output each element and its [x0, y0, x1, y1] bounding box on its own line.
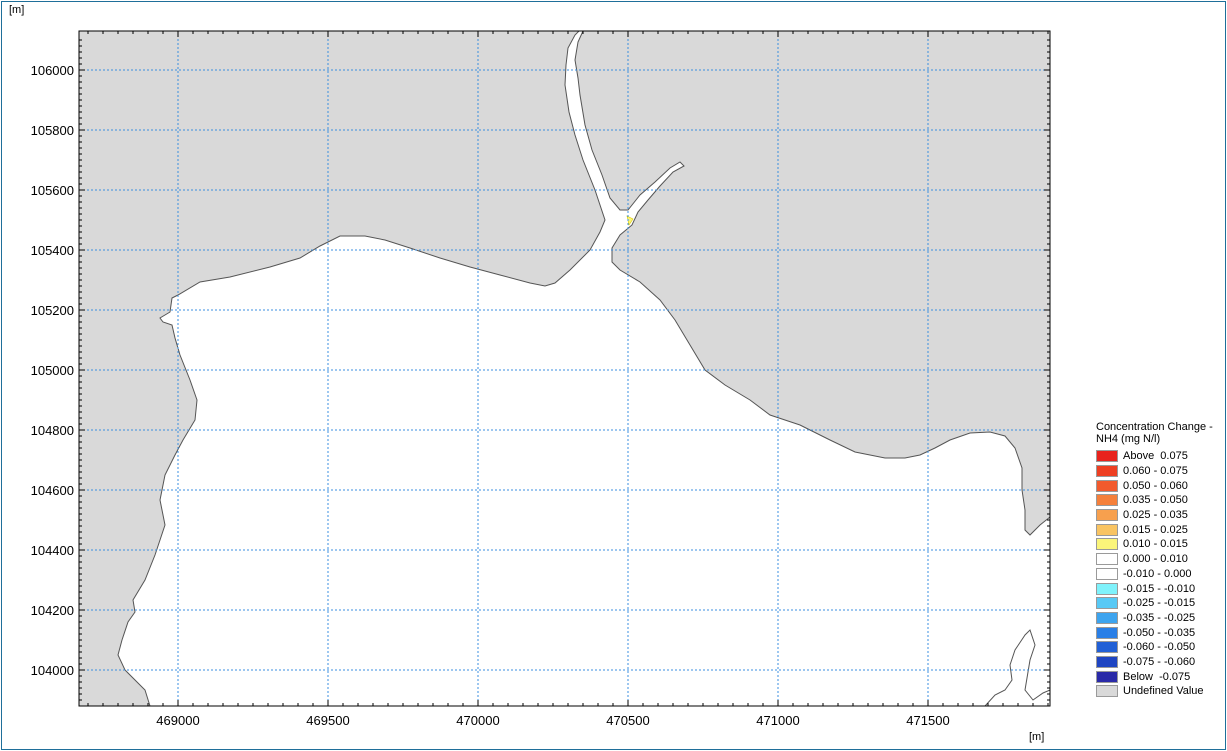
y-tick-105200: 105200: [31, 303, 74, 318]
legend-label: 0.010 - 0.015: [1123, 538, 1188, 551]
legend-swatch: [1096, 597, 1118, 610]
legend-label: 0.050 - 0.060: [1123, 479, 1188, 492]
y-tick-105400: 105400: [31, 243, 74, 258]
x-tick-470500: 470500: [606, 713, 649, 728]
y-tick-106000: 106000: [31, 63, 74, 78]
legend-swatch: [1096, 479, 1118, 492]
legend-label: -0.025 - -0.015: [1123, 597, 1196, 610]
legend-item: -0.035 - -0.025: [1096, 611, 1226, 626]
y-unit-label: [m]: [9, 4, 25, 16]
legend-label: -0.010 - 0.000: [1123, 567, 1192, 580]
y-tick-105600: 105600: [31, 183, 74, 198]
grid-lines: [79, 31, 1050, 706]
legend-item: Undefined Value: [1096, 684, 1226, 699]
legend-label: Above 0.075: [1123, 450, 1188, 463]
legend-label: Below -0.075: [1123, 670, 1191, 683]
legend-swatch: [1096, 582, 1118, 595]
legend-swatch: [1096, 567, 1118, 580]
legend-swatch: [1096, 655, 1118, 668]
legend-swatch: [1096, 450, 1118, 463]
axis-minor-ticks: [79, 31, 1050, 707]
y-tick-104400: 104400: [31, 543, 74, 558]
x-tick-470000: 470000: [456, 713, 499, 728]
legend-swatch: [1096, 553, 1118, 566]
legend-label: 0.000 - 0.010: [1123, 553, 1188, 566]
legend-item: 0.035 - 0.050: [1096, 493, 1226, 508]
legend-label: Undefined Value: [1123, 685, 1204, 698]
legend-swatch: [1096, 685, 1118, 698]
legend-swatch: [1096, 626, 1118, 639]
legend-label: 0.025 - 0.035: [1123, 509, 1188, 522]
legend-item: 0.000 - 0.010: [1096, 552, 1226, 567]
legend-item: 0.010 - 0.015: [1096, 537, 1226, 552]
legend-label: -0.060 - -0.050: [1123, 641, 1196, 654]
y-tick-104000: 104000: [31, 663, 74, 678]
x-unit-label: [m]: [1029, 731, 1045, 743]
legend-item: -0.050 - -0.035: [1096, 625, 1226, 640]
x-tick-471000: 471000: [756, 713, 799, 728]
legend-swatch: [1096, 538, 1118, 551]
legend-swatch: [1096, 465, 1118, 478]
y-tick-105000: 105000: [31, 363, 74, 378]
x-tick-469000: 469000: [156, 713, 199, 728]
water-body: [117, 30, 1051, 707]
legend-swatch: [1096, 611, 1118, 624]
y-tick-105800: 105800: [31, 123, 74, 138]
legend-item: Below -0.075: [1096, 669, 1226, 684]
legend-swatch: [1096, 670, 1118, 683]
legend-label: 0.035 - 0.050: [1123, 494, 1188, 507]
legend-label: -0.050 - -0.035: [1123, 626, 1196, 639]
legend-label: -0.035 - -0.025: [1123, 611, 1196, 624]
legend-swatch: [1096, 523, 1118, 536]
legend-swatch: [1096, 641, 1118, 654]
x-tick-labels: 469000 469500 470000 470500 471000 47150…: [156, 713, 949, 728]
legend-item: 0.060 - 0.075: [1096, 464, 1226, 479]
legend-item: -0.075 - -0.060: [1096, 655, 1226, 670]
y-tick-labels: 106000 105800 105600 105400 105200 10500…: [31, 63, 74, 678]
plot-border: [78, 30, 1051, 707]
y-tick-104200: 104200: [31, 603, 74, 618]
legend-swatch: [1096, 509, 1118, 522]
legend-item: 0.025 - 0.035: [1096, 508, 1226, 523]
legend: Concentration Change - NH4 (mg N/l) Abov…: [1096, 421, 1226, 699]
legend-item: -0.015 - -0.010: [1096, 581, 1226, 596]
y-tick-104600: 104600: [31, 483, 74, 498]
legend-label: 0.015 - 0.025: [1123, 523, 1188, 536]
legend-label: 0.060 - 0.075: [1123, 465, 1188, 478]
legend-item: Above 0.075: [1096, 449, 1226, 464]
legend-title: Concentration Change - NH4 (mg N/l): [1096, 421, 1213, 445]
legend-swatch: [1096, 494, 1118, 507]
legend-label: -0.015 - -0.010: [1123, 582, 1196, 595]
x-tick-469500: 469500: [306, 713, 349, 728]
y-tick-104800: 104800: [31, 423, 74, 438]
legend-item: -0.060 - -0.050: [1096, 640, 1226, 655]
legend-item: 0.050 - 0.060: [1096, 478, 1226, 493]
legend-item: 0.015 - 0.025: [1096, 522, 1226, 537]
legend-item: -0.025 - -0.015: [1096, 596, 1226, 611]
legend-item: -0.010 - 0.000: [1096, 567, 1226, 582]
legend-label: -0.075 - -0.060: [1123, 655, 1196, 668]
x-tick-471500: 471500: [906, 713, 949, 728]
